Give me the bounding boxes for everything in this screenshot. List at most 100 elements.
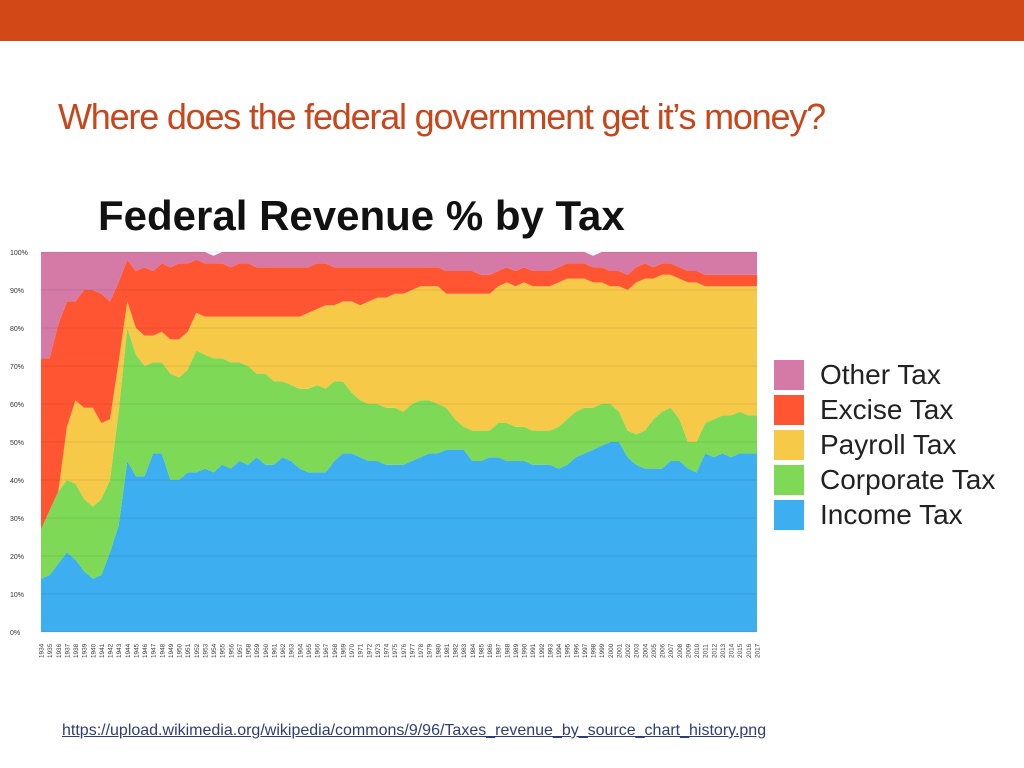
x-tick-label: 2007 xyxy=(668,643,675,658)
x-tick-label: 1964 xyxy=(297,643,304,658)
x-tick-label: 1975 xyxy=(392,643,399,658)
x-tick-label: 1940 xyxy=(90,643,97,658)
x-tick-label: 2010 xyxy=(694,643,701,658)
chart-legend: Other Tax Excise Tax Payroll Tax Corporate … xyxy=(774,357,995,532)
x-tick-label: 1995 xyxy=(565,643,572,658)
x-tick-label: 2009 xyxy=(686,643,693,658)
x-tick-label: 1976 xyxy=(401,643,408,658)
x-tick-label: 1998 xyxy=(591,643,598,658)
y-tick-label: 80% xyxy=(10,326,24,333)
x-tick-label: 1989 xyxy=(513,643,520,658)
x-tick-label: 1947 xyxy=(151,643,158,658)
legend-item-excise-tax: Excise Tax xyxy=(774,392,995,427)
x-tick-label: 2006 xyxy=(660,643,667,658)
x-tick-label: 1983 xyxy=(461,643,468,658)
y-tick-label: 30% xyxy=(10,516,24,523)
y-tick-label: 10% xyxy=(10,592,24,599)
x-tick-label: 1993 xyxy=(548,643,555,658)
x-tick-label: 2004 xyxy=(642,643,649,658)
x-tick-label: 1934 xyxy=(39,643,46,658)
x-tick-label: 1939 xyxy=(82,643,89,658)
x-tick-label: 1982 xyxy=(453,643,460,658)
x-tick-label: 1973 xyxy=(375,643,382,658)
x-tick-label: 1984 xyxy=(470,643,477,658)
area-payroll-tax xyxy=(41,274,757,530)
header-accent-bar xyxy=(0,0,1024,41)
legend-swatch xyxy=(774,394,804,425)
x-tick-label: 1936 xyxy=(56,643,63,658)
area-income-tax xyxy=(41,442,757,632)
y-tick-label: 50% xyxy=(10,440,24,447)
x-tick-label: 1957 xyxy=(237,643,244,658)
x-tick-label: 1959 xyxy=(254,643,261,658)
x-tick-label: 2008 xyxy=(677,643,684,658)
y-tick-label: 90% xyxy=(10,288,24,295)
x-tick-label: 1971 xyxy=(358,643,365,658)
x-tick-label: 2017 xyxy=(755,643,762,658)
x-tick-label: 1986 xyxy=(487,643,494,658)
x-tick-label: 1967 xyxy=(323,643,330,658)
x-tick-label: 1992 xyxy=(539,643,546,658)
x-tick-label: 1955 xyxy=(220,643,227,658)
x-tick-label: 1991 xyxy=(530,643,537,658)
x-tick-label: 1958 xyxy=(246,643,253,658)
x-tick-label: 1961 xyxy=(271,643,278,658)
x-tick-label: 1974 xyxy=(384,643,391,658)
x-tick-label: 1952 xyxy=(194,643,201,658)
legend-swatch xyxy=(774,359,804,390)
x-tick-label: 1942 xyxy=(108,643,115,658)
x-tick-label: 1980 xyxy=(435,643,442,658)
x-tick-label: 1985 xyxy=(479,643,486,658)
x-tick-label: 1943 xyxy=(116,643,123,658)
x-tick-label: 1999 xyxy=(599,643,606,658)
x-tick-label: 1978 xyxy=(418,643,425,658)
x-tick-label: 1948 xyxy=(159,643,166,658)
y-tick-label: 70% xyxy=(10,364,24,371)
source-link[interactable]: https://upload.wikimedia.org/wikipedia/c… xyxy=(62,722,767,739)
x-tick-label: 1956 xyxy=(228,643,235,658)
x-tick-label: 1951 xyxy=(185,643,192,658)
legend-swatch xyxy=(774,429,804,460)
x-tick-label: 1987 xyxy=(496,643,503,658)
legend-label: Corporate Tax xyxy=(820,463,996,495)
x-tick-label: 2014 xyxy=(729,643,736,658)
x-tick-label: 2011 xyxy=(703,644,710,658)
x-tick-label: 1970 xyxy=(349,643,356,658)
x-tick-label: 1996 xyxy=(573,643,580,658)
x-tick-label: 1950 xyxy=(177,643,184,658)
legend-swatch xyxy=(774,464,804,495)
x-tick-label: 1968 xyxy=(332,643,339,658)
x-tick-label: 1953 xyxy=(202,643,209,658)
y-tick-label: 20% xyxy=(10,554,24,561)
legend-item-income-tax: Income Tax xyxy=(774,497,995,532)
x-tick-label: 1938 xyxy=(73,643,80,658)
x-tick-label: 1962 xyxy=(280,643,287,658)
x-tick-label: 1977 xyxy=(409,643,416,658)
x-tick-label: 1960 xyxy=(263,643,270,658)
x-tick-label: 1949 xyxy=(168,643,175,658)
y-tick-label: 40% xyxy=(10,478,24,485)
legend-label: Other Tax xyxy=(820,358,941,390)
x-tick-label: 1946 xyxy=(142,643,149,658)
x-tick-label: 2000 xyxy=(608,643,615,658)
x-tick-label: 2015 xyxy=(737,643,744,658)
x-tick-label: 2001 xyxy=(617,643,624,658)
x-tick-label: 1979 xyxy=(427,643,434,658)
x-tick-label: 1965 xyxy=(306,643,313,658)
legend-label: Payroll Tax xyxy=(820,428,957,460)
x-tick-label: 1966 xyxy=(315,643,322,658)
x-tick-label: 1981 xyxy=(444,643,451,658)
x-tick-label: 1990 xyxy=(522,643,529,658)
legend-label: Excise Tax xyxy=(820,393,954,425)
y-tick-label: 0% xyxy=(10,630,20,637)
x-tick-label: 2003 xyxy=(634,643,641,658)
x-tick-label: 2012 xyxy=(711,643,718,658)
x-tick-label: 1937 xyxy=(64,643,71,658)
y-tick-label: 60% xyxy=(10,402,24,409)
x-tick-label: 1969 xyxy=(340,643,347,658)
legend-item-corporate-tax: Corporate Tax xyxy=(774,462,995,497)
x-tick-label: 1945 xyxy=(133,643,140,658)
x-tick-label: 2013 xyxy=(720,643,727,658)
x-tick-label: 1972 xyxy=(366,643,373,658)
